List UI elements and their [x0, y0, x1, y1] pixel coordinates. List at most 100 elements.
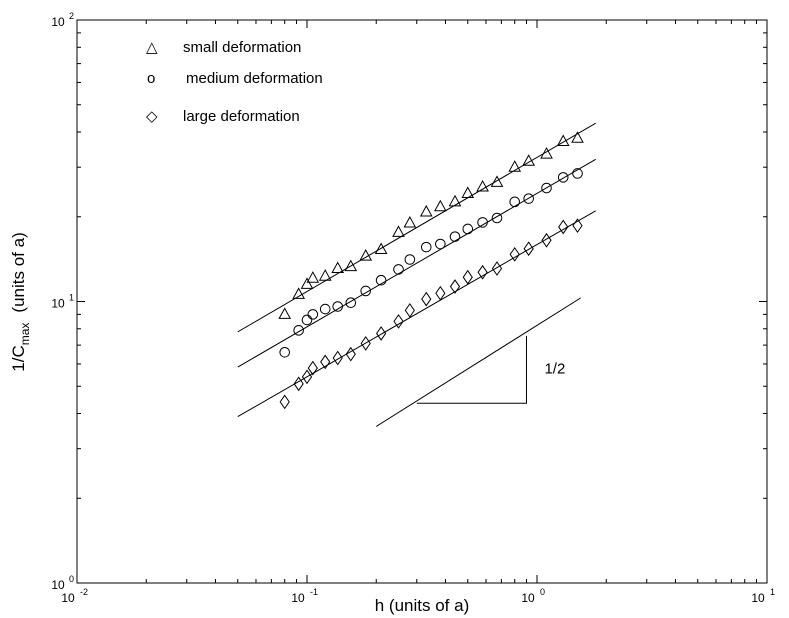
triangle-marker [318, 269, 332, 281]
circle-marker [293, 325, 304, 336]
y-tick-label-exponent: 2 [69, 11, 74, 21]
diamond-marker [523, 241, 534, 257]
triangle-marker [292, 287, 306, 299]
triangle-marker [359, 249, 373, 261]
triangle-marker [461, 186, 475, 198]
circle-marker [301, 314, 313, 326]
y-tick-label-exponent: 0 [69, 574, 74, 584]
x-tick-label-exponent: 0 [540, 587, 545, 597]
triangle-marker [522, 154, 536, 166]
triangle-marker [508, 160, 522, 172]
circle-marker [404, 254, 416, 265]
circle-marker [279, 346, 291, 358]
circle-marker [477, 217, 488, 228]
legend-label-large: large deformation [183, 108, 300, 125]
triangle-marker [490, 175, 504, 187]
circle-marker [509, 196, 521, 208]
triangle-marker [403, 215, 417, 228]
triangle-marker [419, 204, 433, 217]
y-axis-label: 1/Cmax(units of a) [9, 232, 32, 371]
slope-guide: 1/2 [375, 297, 582, 427]
y-tick-label: 10 [51, 15, 65, 29]
x-tick-label-exponent: -1 [310, 587, 318, 597]
x-tick-label: 10 [751, 591, 765, 605]
circle-marker [420, 241, 432, 253]
legend-symbol-small: △ [146, 39, 158, 56]
data-markers [278, 131, 584, 410]
x-tick-label: 10 [61, 591, 75, 605]
x-tick-label: 10 [521, 591, 535, 605]
triangle-marker [476, 180, 489, 192]
diamond-marker [307, 360, 318, 376]
legend-symbol-medium: o [147, 70, 155, 87]
fit-line-triangle [237, 122, 596, 333]
circle-marker [572, 168, 583, 179]
diamond-marker [421, 291, 432, 307]
x-tick-label-exponent: -2 [80, 587, 88, 597]
circle-marker [435, 238, 446, 250]
plot-frame [76, 19, 768, 584]
axis-ticks [76, 20, 767, 584]
x-tick-label: 10 [291, 591, 305, 605]
diamond-marker [435, 285, 446, 301]
fit-lines [237, 122, 596, 418]
triangle-marker [331, 261, 345, 273]
circle-marker [332, 301, 344, 312]
triangle-marker [300, 277, 314, 289]
x-axis-label: h (units of a) [375, 596, 470, 615]
triangle-marker [448, 194, 462, 207]
diamond-marker [558, 219, 569, 235]
diamond-marker [345, 346, 356, 362]
triangle-marker [434, 199, 447, 212]
legend: △ small deformation o medium deformation… [146, 39, 323, 125]
slope-triangle [416, 335, 527, 404]
triangle-marker [540, 147, 553, 159]
triangle-marker [571, 131, 584, 143]
diamond-marker [541, 232, 552, 248]
circle-marker [360, 285, 372, 297]
diamond-marker [462, 269, 473, 285]
y-tick-label: 10 [51, 578, 65, 592]
circle-marker [523, 193, 534, 204]
circle-marker [449, 231, 461, 242]
triangle-marker [392, 225, 405, 237]
circle-marker [557, 172, 569, 183]
legend-label-medium: medium deformation [186, 70, 323, 87]
circle-marker [393, 264, 404, 275]
fit-line-diamond [237, 210, 596, 418]
circle-marker [345, 297, 357, 309]
diamond-marker [509, 247, 520, 262]
y-tick-label: 10 [51, 297, 65, 311]
diamond-marker [360, 335, 371, 351]
diamond-marker [293, 376, 304, 392]
triangle-marker [306, 271, 320, 283]
slope-label: 1/2 [544, 361, 565, 378]
y-tick-label-exponent: 1 [69, 293, 74, 303]
triangle-marker [344, 259, 358, 272]
diamond-marker [279, 394, 290, 410]
circle-marker [307, 309, 319, 320]
tick-labels: 10 -2 10 -1 10 0 10 1 10 0 10 1 10 2 [51, 11, 775, 605]
diamond-marker [404, 302, 415, 318]
circle-marker [541, 182, 552, 194]
diamond-marker [393, 313, 404, 329]
diamond-marker [477, 264, 488, 280]
slope-reference-line [375, 297, 582, 427]
circle-marker [375, 274, 387, 286]
diamond-marker [332, 350, 343, 366]
diamond-marker [449, 279, 461, 294]
triangle-marker [556, 134, 570, 147]
diamond-marker [301, 369, 313, 385]
fit-line-circle [237, 158, 596, 368]
legend-label-small: small deformation [183, 39, 301, 56]
circle-marker [491, 212, 503, 224]
x-tick-label-exponent: 1 [770, 587, 775, 597]
triangle-marker [374, 242, 388, 255]
diamond-marker [320, 354, 331, 370]
circle-marker [319, 303, 331, 315]
diamond-marker [376, 326, 387, 341]
triangle-marker [278, 307, 292, 319]
legend-symbol-large: ◇ [146, 108, 158, 125]
diamond-marker [572, 218, 583, 234]
